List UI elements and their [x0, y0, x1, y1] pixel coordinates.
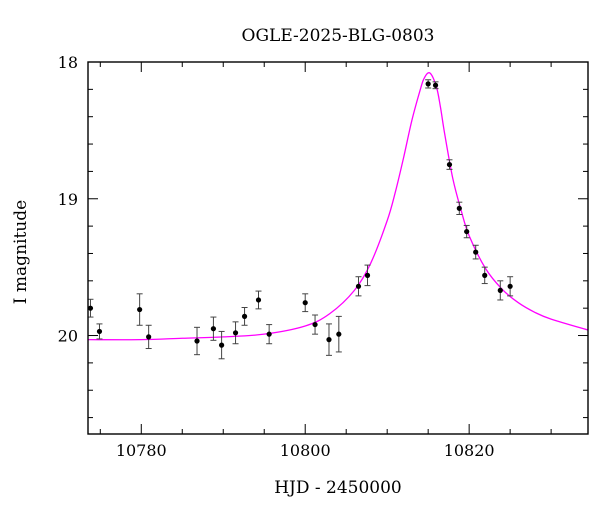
data-point: [302, 293, 309, 313]
data-point: [266, 324, 273, 345]
data-point: [194, 326, 201, 356]
data-point-marker: [210, 326, 217, 332]
data-point: [507, 276, 514, 297]
data-point-marker: [255, 297, 262, 303]
data-point-marker: [464, 228, 470, 235]
data-point: [218, 330, 225, 360]
data-point: [145, 324, 152, 350]
data-point: [210, 316, 217, 341]
data-point-marker: [446, 161, 453, 168]
x-tick-label: 10800: [280, 441, 331, 460]
data-point: [355, 276, 362, 297]
x-tick-label: 10780: [116, 441, 167, 460]
data-point-marker: [96, 328, 103, 335]
data-point-marker: [473, 249, 479, 255]
chart-title: OGLE-2025-BLG-0803: [242, 26, 435, 46]
tick-labels-layer: 10780 10800 10820 18 19 20: [58, 53, 495, 460]
data-point: [255, 290, 262, 310]
y-tick-label: 19: [58, 190, 78, 209]
data-point-marker: [266, 331, 272, 337]
data-point-marker: [312, 321, 318, 328]
data-point-marker: [482, 272, 488, 278]
data-point-marker: [497, 287, 503, 293]
x-axis-label: HJD - 2450000: [274, 478, 402, 498]
axis-ticks-layer: [88, 61, 588, 434]
data-point: [463, 224, 470, 239]
data-point: [241, 306, 248, 326]
plot-frame: [87, 61, 589, 435]
data-point: [312, 314, 319, 335]
data-point: [136, 293, 143, 326]
data-point: [456, 201, 463, 215]
data-point-marker: [507, 283, 513, 289]
y-tick-label: 18: [58, 53, 78, 72]
data-point: [432, 81, 439, 90]
data-points-layer: [87, 79, 514, 360]
data-point-marker: [146, 334, 152, 340]
data-point: [325, 323, 332, 356]
data-point-marker: [219, 342, 225, 348]
data-point: [335, 315, 342, 353]
x-tick-label: 10820: [444, 441, 495, 460]
data-point-marker: [137, 306, 143, 313]
data-point-marker: [241, 313, 248, 319]
data-point-marker: [336, 331, 342, 337]
model-curve-layer: [88, 72, 588, 341]
data-point: [96, 323, 103, 340]
data-point-marker: [302, 300, 308, 306]
data-point: [472, 244, 479, 260]
data-point: [446, 159, 453, 170]
data-point-marker: [364, 272, 371, 278]
data-point-marker: [232, 330, 239, 336]
y-axis-label: I magnitude: [11, 200, 31, 304]
data-point-marker: [425, 81, 431, 87]
data-point: [232, 321, 239, 345]
data-point-marker: [432, 82, 439, 88]
data-point: [364, 264, 371, 287]
model-curve-line: [88, 72, 588, 341]
data-point-marker: [326, 337, 332, 343]
data-point-marker: [194, 338, 200, 344]
y-tick-label: 20: [58, 327, 78, 346]
data-point-marker: [355, 283, 362, 289]
data-point: [497, 280, 504, 301]
data-point: [481, 266, 488, 285]
data-point-marker: [456, 205, 462, 211]
data-point: [425, 79, 432, 89]
